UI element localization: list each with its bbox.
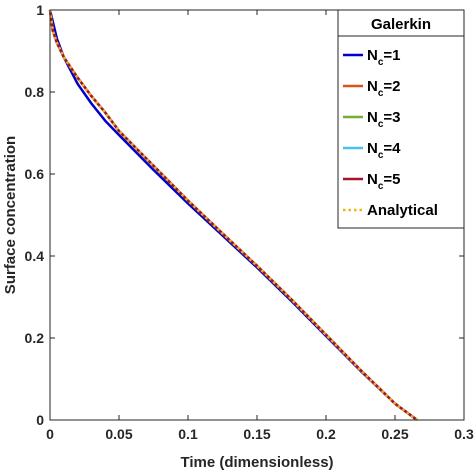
x-tick-label: 0.15 <box>243 426 270 442</box>
legend-title: Galerkin <box>371 16 431 33</box>
x-tick-label: 0.1 <box>178 426 198 442</box>
legend-label: Nc=1 <box>367 47 401 68</box>
legend-entry-5: Nc=5 <box>343 171 401 192</box>
x-tick-label: 0.3 <box>454 426 474 442</box>
y-tick-label: 0.6 <box>25 166 45 182</box>
legend-box <box>337 9 465 229</box>
legend: Galerkin Nc=1 Nc=2 Nc=3 Nc=4 Nc=5 Analytical <box>337 9 465 229</box>
legend-entries: Nc=1 Nc=2 Nc=3 Nc=4 Nc=5 Analytical <box>343 47 438 219</box>
x-tick-label: 0 <box>46 426 54 442</box>
y-tick-label: 0.2 <box>25 330 45 346</box>
y-tick-label: 0 <box>36 412 44 428</box>
y-tick-label: 0.8 <box>25 84 45 100</box>
series-layer <box>48 9 418 422</box>
x-axis: 0 0.05 0.1 0.15 0.2 0.25 0.3 <box>46 10 474 442</box>
legend-label: Nc=5 <box>367 171 401 192</box>
y-axis-label: Surface concentration <box>2 136 19 294</box>
legend-label: Nc=3 <box>367 109 401 130</box>
y-tick-label: 1 <box>36 2 44 18</box>
legend-entry-2: Nc=2 <box>343 78 401 99</box>
x-tick-label: 0.05 <box>105 426 132 442</box>
x-tick-label: 0.2 <box>316 426 336 442</box>
legend-label: Analytical <box>367 202 438 219</box>
y-axis: 0 0.2 0.4 0.6 0.8 1 <box>25 2 464 428</box>
x-axis-label: Time (dimensionless) <box>180 454 333 471</box>
legend-entry-3: Nc=3 <box>343 109 401 130</box>
legend-entry-6: Analytical <box>343 202 438 219</box>
legend-entry-1: Nc=1 <box>343 47 401 68</box>
legend-label: Nc=2 <box>367 78 401 99</box>
legend-label: Nc=4 <box>367 140 401 161</box>
legend-entry-4: Nc=4 <box>343 140 401 161</box>
y-tick-label: 0.4 <box>25 248 45 264</box>
x-tick-label: 0.25 <box>381 426 408 442</box>
series-line-6 <box>48 9 418 422</box>
